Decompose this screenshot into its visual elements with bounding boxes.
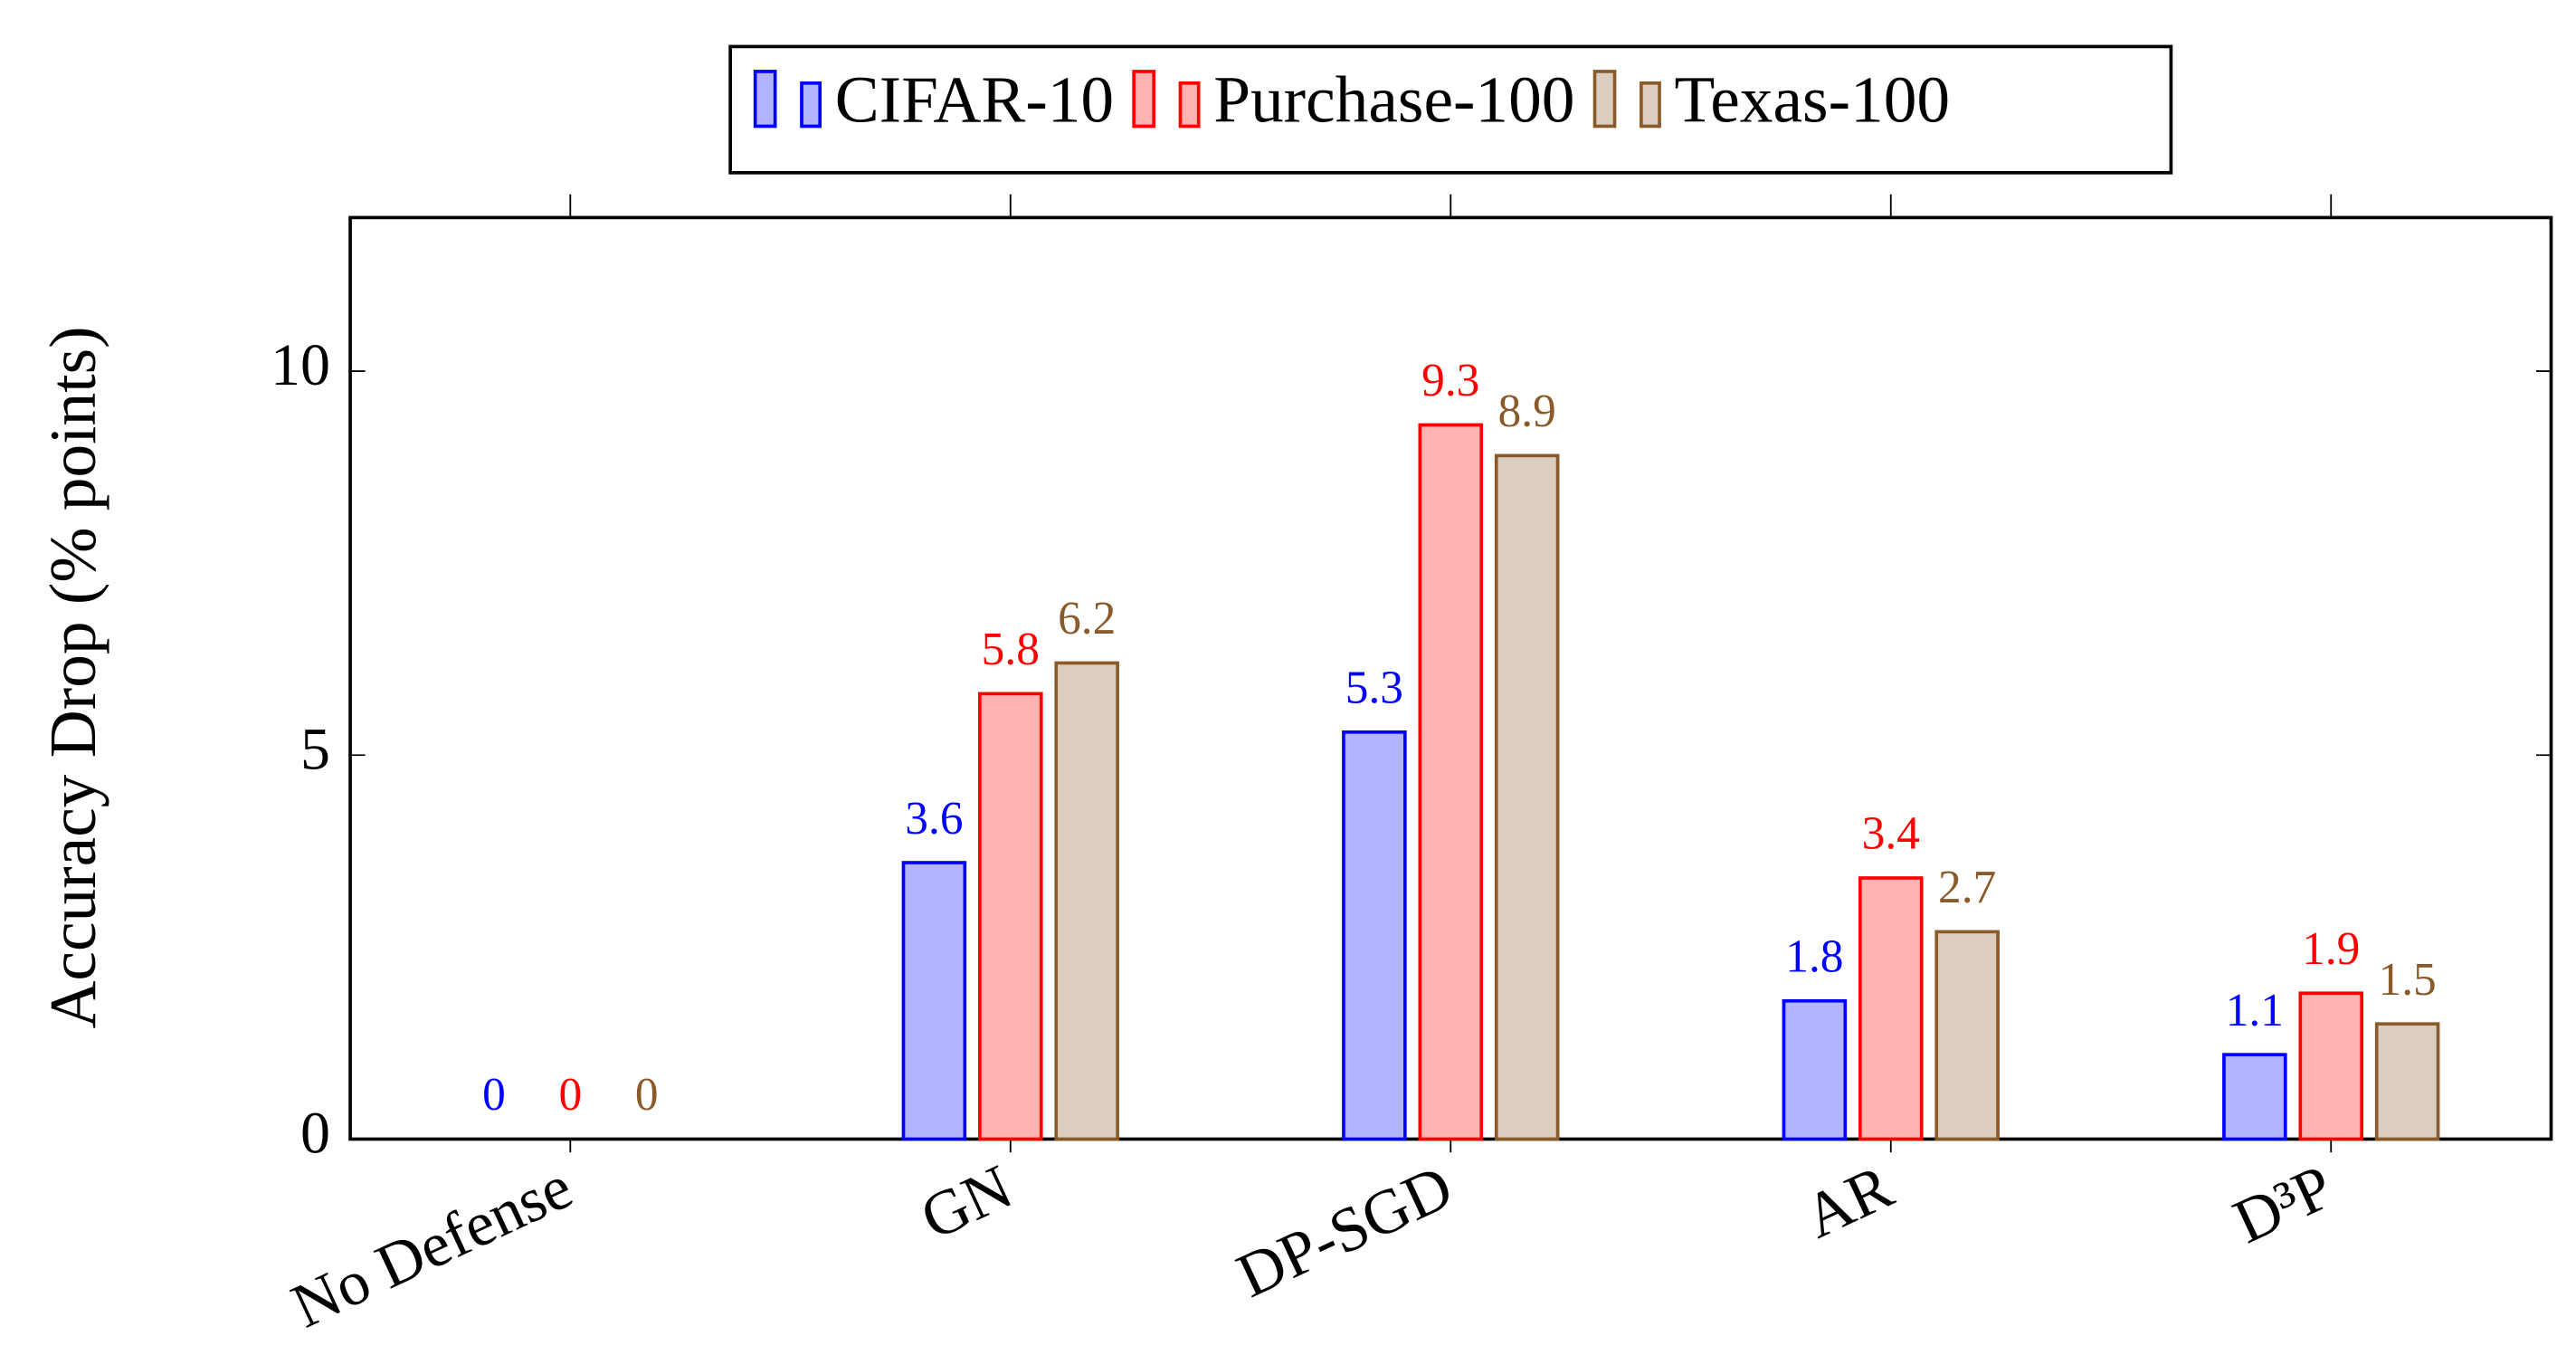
value-label: 6.2 <box>1058 593 1116 644</box>
x-tick-label: No Defense <box>281 1152 582 1342</box>
legend-swatch <box>1132 70 1155 129</box>
x-tick-label: AR <box>1794 1151 1904 1252</box>
bar <box>901 861 967 1141</box>
x-tick-label: GN <box>911 1152 1023 1254</box>
bar <box>1494 453 1560 1141</box>
value-label: 3.4 <box>1862 808 1920 860</box>
y-tick-label: 0 <box>300 1101 330 1167</box>
legend-swatch <box>753 70 777 129</box>
value-label: 2.7 <box>1938 862 1996 913</box>
y-tick-label: 5 <box>300 716 330 782</box>
bar <box>1934 930 2000 1141</box>
value-label: 0 <box>558 1069 582 1121</box>
legend-box <box>728 44 2173 175</box>
bar <box>978 692 1043 1141</box>
bar <box>1782 998 1848 1141</box>
bar <box>1418 423 1484 1141</box>
bar <box>1054 661 1119 1141</box>
legend-swatch <box>1178 81 1201 129</box>
legend-label: Texas-100 <box>1675 62 1951 136</box>
bar <box>2298 991 2364 1141</box>
value-label: 5.3 <box>1345 663 1403 714</box>
x-tick-label: D³P <box>2224 1152 2343 1257</box>
bar <box>1342 730 1407 1141</box>
legend-swatch <box>1592 70 1617 129</box>
value-label: 1.9 <box>2302 923 2360 975</box>
legend-label: CIFAR-10 <box>835 62 1114 136</box>
legend-label: Purchase-100 <box>1213 62 1574 136</box>
value-label: 1.5 <box>2379 954 2437 1006</box>
y-tick-label: 10 <box>271 332 330 398</box>
bar <box>1858 876 1924 1141</box>
value-label: 5.8 <box>982 624 1040 675</box>
value-label: 1.8 <box>1785 931 1843 983</box>
legend-swatch <box>1640 81 1661 129</box>
x-tick-label: DP-SGD <box>1227 1152 1463 1312</box>
value-label: 9.3 <box>1421 355 1479 406</box>
value-label: 1.1 <box>2226 985 2284 1036</box>
y-axis-label: Accuracy Drop (% points) <box>36 326 109 1028</box>
bar <box>2374 1022 2440 1141</box>
value-label: 3.6 <box>905 793 963 844</box>
value-label: 0 <box>635 1069 659 1121</box>
value-label: 8.9 <box>1498 386 1556 437</box>
legend-swatch <box>800 81 822 129</box>
value-label: 0 <box>482 1069 506 1121</box>
bar <box>2222 1053 2287 1141</box>
legend: CIFAR-10 Purchase-100 Texas-100 <box>753 62 1951 136</box>
